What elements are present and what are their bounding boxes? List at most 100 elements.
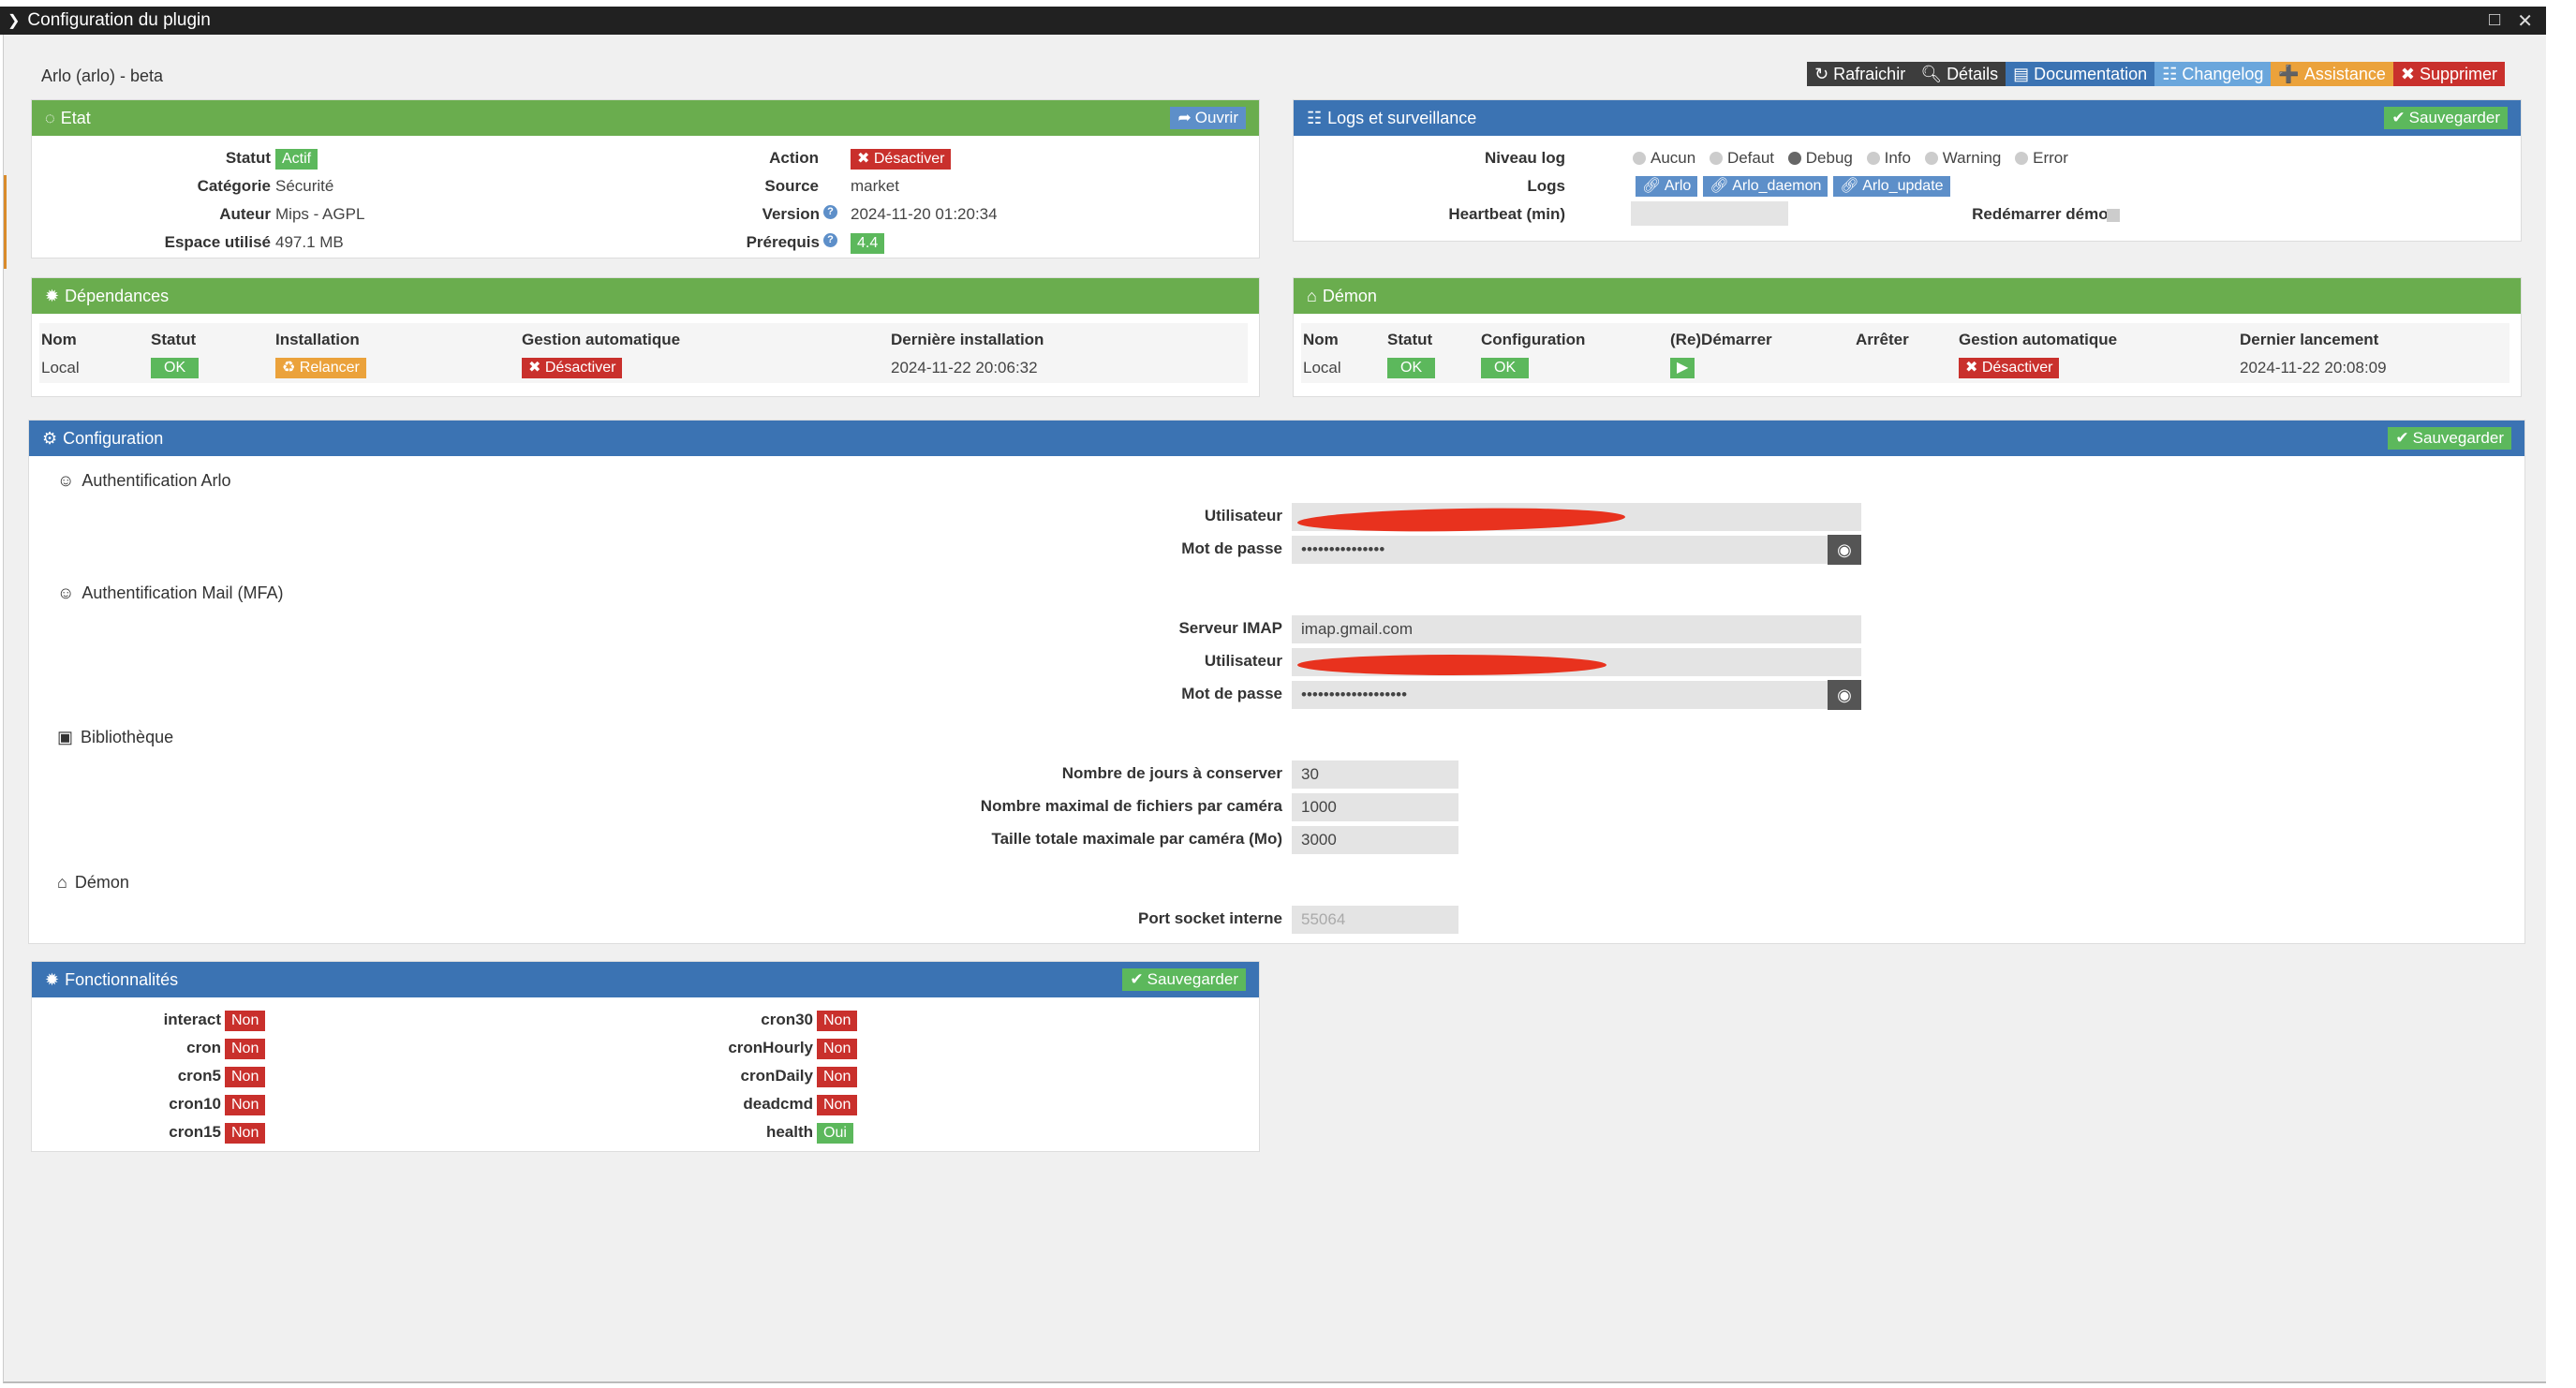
chevron-right-icon: ❯ [7, 13, 21, 29]
port-input[interactable]: 55064 [1292, 906, 1458, 934]
version-label: Version? [762, 205, 837, 224]
fonct-name: health [765, 1123, 813, 1141]
close-icon[interactable]: ✕ [2517, 11, 2533, 32]
auth-mail-title: ☺ Authentification Mail (MFA) [57, 583, 284, 602]
max-files-input[interactable]: 1000 [1292, 793, 1458, 821]
maximize-icon[interactable]: □ [2489, 9, 2501, 30]
book-icon: ▤ [2013, 64, 2030, 83]
config-save-button[interactable]: ✔ Sauvegarder [2388, 427, 2511, 450]
fonct-value-badge: Non [817, 1095, 858, 1115]
delete-button[interactable]: ✖ Supprimer [2392, 62, 2505, 86]
desactiver-button[interactable]: ✖ Désactiver [851, 149, 952, 170]
details-button[interactable]: 🔍︎ Détails [1913, 62, 2006, 86]
images-icon: ▣ [57, 728, 74, 746]
modal-title: Configuration du plugin [27, 10, 211, 30]
demon-header-nom: Nom [1303, 331, 1339, 348]
espace-label: Espace utilisé [164, 233, 271, 251]
plugin-name: Arlo (arlo) - beta [41, 66, 164, 85]
eye-icon: ◉ [1837, 539, 1852, 559]
log-level-radios: Aucun Defaut Debug Info Warning Error [1633, 149, 2078, 170]
university-icon: ⌂ [1307, 286, 1317, 305]
logs-header: ☷ Logs et surveillance ✔ Sauvegarder [1294, 100, 2521, 136]
user-lock-icon: ☺ [57, 583, 75, 602]
open-button[interactable]: ➦ Ouvrir [1170, 107, 1246, 129]
show-password-button[interactable]: ◉ [1828, 535, 1861, 565]
days-label: Nombre de jours à conserver [1061, 764, 1282, 782]
dep-desactiver-button[interactable]: ✖ Désactiver [522, 358, 623, 378]
log-arlo-button[interactable]: 🔗︎ Arlo [1636, 176, 1698, 197]
modal-title-bar: ❯ Configuration du plugin □ ✕ [0, 7, 2546, 35]
show-password-button[interactable]: ◉ [1828, 680, 1861, 710]
fonct-name: deadcmd [743, 1095, 813, 1113]
check-circle-icon: ✔ [2395, 429, 2409, 447]
dep-header-gestion: Gestion automatique [522, 331, 681, 348]
demon-dernier-value: 2024-11-22 20:08:09 [2240, 359, 2387, 377]
search-icon: 🔍︎ [1920, 64, 1943, 83]
espace-value: 497.1 MB [275, 233, 344, 251]
radio-error[interactable]: Error [2015, 149, 2068, 168]
dep-header-derniere: Dernière installation [891, 331, 1044, 348]
dep-nom: Local [41, 359, 80, 377]
log-arlo-daemon-button[interactable]: 🔗︎ Arlo_daemon [1703, 176, 1828, 197]
file-icon: ☷ [2162, 64, 2178, 83]
help-icon[interactable]: ? [823, 205, 837, 219]
eye-icon: ◉ [1837, 685, 1852, 704]
logs-save-button[interactable]: ✔ Sauvegarder [2384, 107, 2508, 129]
demon-header-dernier: Dernier lancement [2240, 331, 2379, 348]
source-label: Source [764, 177, 819, 195]
imap-label: Serveur IMAP [1178, 619, 1282, 637]
arlo-password-input[interactable]: ••••••••••••••• [1292, 536, 1828, 564]
bibliotheque-title: ▣ Bibliothèque [57, 728, 174, 746]
relancer-button[interactable]: ♻ Relancer [275, 358, 366, 378]
documentation-button[interactable]: ▤ Documentation [2006, 62, 2155, 86]
heartbeat-input[interactable] [1631, 201, 1788, 226]
version-value: 2024-11-20 01:20:34 [851, 205, 998, 223]
fonctionnalites-header: ✹ Fonctionnalités ✔ Sauvegarder [32, 962, 1259, 997]
log-buttons: 🔗︎ Arlo 🔗︎ Arlo_daemon 🔗︎ Arlo_update [1636, 176, 1950, 197]
dep-header-statut: Statut [151, 331, 197, 348]
fonct-value-badge: Non [817, 1011, 858, 1031]
fonct-value-badge: Non [817, 1039, 858, 1059]
radio-info[interactable]: Info [1866, 149, 1911, 168]
arlo-user-label: Utilisateur [1204, 507, 1282, 524]
mail-password-input[interactable]: ••••••••••••••••••• [1292, 681, 1828, 709]
demon-desactiver-button[interactable]: ✖ Désactiver [1959, 358, 2060, 378]
help-icon[interactable]: ? [823, 233, 837, 247]
statut-label: Statut [225, 149, 271, 167]
changelog-button[interactable]: ☷ Changelog [2154, 62, 2272, 86]
refresh-button[interactable]: ↻ Rafraichir [1807, 62, 1914, 86]
demon-panel: ⌂ Démon Nom Statut Configuration (Re)Dém… [1293, 277, 2522, 397]
radio-debug[interactable]: Debug [1787, 149, 1853, 168]
max-size-input[interactable]: 3000 [1292, 826, 1458, 854]
radio-aucun[interactable]: Aucun [1633, 149, 1695, 168]
days-input[interactable]: 30 [1292, 760, 1458, 789]
categorie-value: Sécurité [275, 177, 334, 195]
cog-icon: ✹ [45, 286, 60, 305]
dependances-header: ✹ Dépendances [32, 278, 1259, 314]
dep-header-nom: Nom [41, 331, 77, 348]
fonct-name: cronHourly [728, 1039, 813, 1056]
demon-header-statut: Statut [1387, 331, 1433, 348]
share-icon: ➦ [1177, 109, 1192, 126]
assistance-button[interactable]: ➕ Assistance [2271, 62, 2393, 86]
config-demon-title: ⌂ Démon [57, 873, 129, 892]
restart-checkbox[interactable] [2107, 209, 2120, 222]
radio-warning[interactable]: Warning [1924, 149, 2001, 168]
configuration-header: ⚙ Configuration ✔ Sauvegarder [29, 421, 2524, 456]
etat-header: ◌ Etat ➦ Ouvrir [32, 100, 1259, 136]
max-files-label: Nombre maximal de fichiers par caméra [980, 797, 1282, 815]
circle-notch-icon: ◌ [45, 108, 55, 127]
demon-config-badge: OK [1481, 358, 1530, 378]
cogs-icon: ⚙ [42, 428, 58, 448]
fonct-name: cron [186, 1039, 221, 1056]
radio-defaut[interactable]: Defaut [1709, 149, 1774, 168]
log-arlo-update-button[interactable]: 🔗︎ Arlo_update [1833, 176, 1950, 197]
play-button[interactable]: ▶ [1670, 358, 1695, 378]
fonct-name: cron30 [761, 1011, 813, 1028]
imap-input[interactable]: imap.gmail.com [1292, 615, 1861, 643]
categorie-label: Catégorie [197, 177, 271, 195]
fonct-value-badge: Non [817, 1067, 858, 1087]
fonct-value-badge: Non [225, 1039, 266, 1059]
check-circle-icon: ✔ [1130, 970, 1144, 988]
fonct-save-button[interactable]: ✔ Sauvegarder [1122, 968, 1246, 991]
